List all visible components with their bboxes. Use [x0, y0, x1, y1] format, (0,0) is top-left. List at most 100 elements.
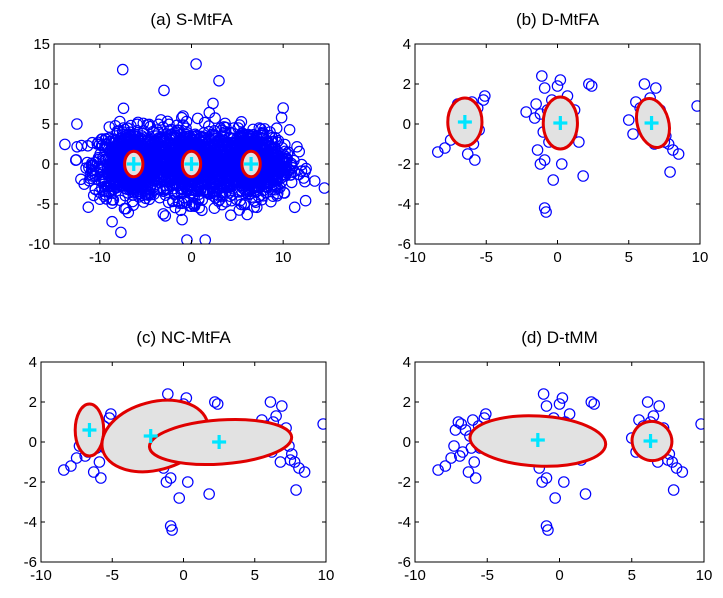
data-point	[228, 174, 240, 186]
data-point	[238, 197, 251, 210]
data-point	[178, 175, 190, 188]
data-point	[579, 488, 592, 500]
data-point	[164, 472, 177, 484]
data-point	[255, 193, 268, 206]
data-point	[84, 168, 97, 181]
data-point	[695, 418, 704, 430]
data-point	[106, 147, 119, 159]
x-tick-label: -10	[404, 249, 426, 266]
data-point	[469, 472, 482, 484]
y-tick-label: -2	[398, 474, 411, 491]
data-point	[139, 180, 152, 193]
x-axis: -10 -5 0 5 10	[404, 44, 708, 266]
y-tick-label: 0	[403, 116, 411, 133]
data-point	[178, 195, 191, 208]
data-point	[285, 448, 298, 460]
data-point	[164, 171, 177, 184]
data-point	[531, 144, 544, 156]
data-point	[89, 183, 101, 195]
y-tick-label: -10	[28, 236, 50, 253]
data-point	[102, 180, 114, 193]
data-point	[191, 180, 204, 193]
x-tick-label: 10	[318, 567, 335, 584]
data-point	[462, 466, 475, 478]
data-point	[106, 177, 118, 190]
data-point	[556, 392, 569, 404]
y-tick-label: 2	[403, 76, 411, 93]
chart-title: (d) D-tMM	[521, 328, 597, 347]
data-point	[168, 188, 181, 201]
data-point	[157, 162, 170, 174]
data-point	[536, 70, 548, 82]
x-tick-label: 0	[553, 249, 561, 266]
x-tick-label: 5	[625, 249, 633, 266]
data-point	[105, 173, 117, 185]
data-point	[555, 158, 568, 170]
data-point	[549, 492, 561, 504]
y-tick-label: 10	[33, 76, 50, 93]
panel-a: (a) S-MtFA -10 0 10 -10 -5 0 5 10 15	[28, 10, 330, 266]
data-point	[109, 120, 122, 132]
data-point	[241, 208, 253, 221]
data-point	[188, 199, 200, 211]
data-point	[664, 166, 676, 178]
data-point	[98, 190, 110, 202]
x-tick-label: 0	[179, 567, 187, 584]
data-point	[558, 476, 570, 488]
data-point	[198, 132, 211, 144]
chart-title: (b) D-MtFA	[516, 10, 600, 29]
data-point	[317, 418, 326, 430]
data-point	[108, 155, 120, 167]
data-point	[588, 398, 600, 410]
data-point	[213, 75, 225, 87]
data-point	[288, 201, 301, 214]
data-point	[269, 179, 282, 191]
data-point	[691, 100, 700, 112]
data-point	[82, 201, 95, 213]
data-point	[431, 146, 444, 158]
data-point	[127, 189, 139, 201]
data-point	[299, 194, 312, 207]
data-point	[537, 388, 550, 400]
data-point	[149, 140, 161, 153]
data-point	[157, 208, 170, 220]
data-point	[59, 138, 71, 151]
data-point	[152, 154, 164, 167]
data-point	[577, 170, 589, 182]
data-point	[278, 168, 290, 180]
data-point	[190, 58, 202, 70]
data-point	[116, 63, 129, 76]
data-layer	[431, 70, 700, 218]
data-point	[191, 112, 204, 125]
data-point	[144, 179, 157, 192]
data-point	[218, 121, 230, 133]
y-tick-label: -5	[37, 196, 50, 213]
data-point	[173, 492, 186, 504]
data-point	[530, 98, 542, 110]
y-tick-label: 5	[42, 116, 50, 133]
data-point	[71, 141, 83, 153]
data-point	[106, 168, 118, 181]
data-point	[250, 130, 263, 143]
data-point	[180, 122, 192, 134]
data-point	[469, 154, 481, 166]
data-point	[641, 396, 654, 408]
data-point	[540, 400, 553, 412]
data-point	[466, 414, 479, 426]
data-point	[261, 181, 273, 193]
y-tick-label: 0	[42, 156, 50, 173]
data-point	[208, 202, 221, 214]
data-point	[452, 416, 465, 428]
data-point	[293, 145, 305, 158]
data-point	[278, 186, 290, 199]
y-tick-label: 2	[29, 394, 37, 411]
data-point	[282, 146, 294, 158]
data-point	[308, 175, 321, 187]
x-axis: -10 0 10	[89, 44, 292, 266]
plot-frame	[53, 43, 330, 245]
data-point	[269, 146, 281, 159]
x-tick-label: -5	[106, 567, 119, 584]
panel-d: (d) D-tMM -10 -5 0 5 10 -6 -4 -2 0 2 4	[398, 328, 713, 584]
data-point	[176, 111, 188, 124]
